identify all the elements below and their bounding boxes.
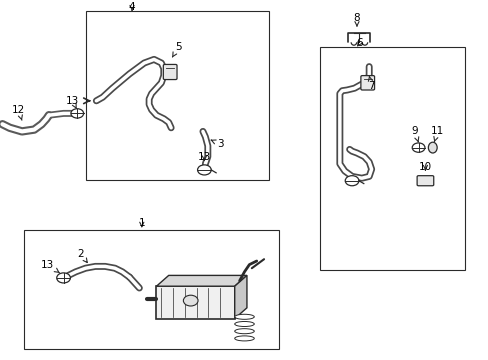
Text: 11: 11 bbox=[430, 126, 444, 142]
Ellipse shape bbox=[234, 336, 254, 341]
Text: 13: 13 bbox=[65, 96, 79, 109]
Text: 4: 4 bbox=[128, 2, 135, 12]
Circle shape bbox=[345, 176, 358, 186]
Circle shape bbox=[183, 295, 198, 306]
Circle shape bbox=[411, 143, 424, 152]
Text: 5: 5 bbox=[172, 42, 182, 57]
Text: 9: 9 bbox=[410, 126, 418, 142]
Ellipse shape bbox=[427, 142, 436, 153]
Bar bbox=[320, 47, 464, 270]
Text: 1: 1 bbox=[138, 218, 145, 228]
Text: 7: 7 bbox=[367, 76, 374, 91]
Text: 3: 3 bbox=[211, 139, 223, 149]
Text: 12: 12 bbox=[12, 105, 25, 120]
Polygon shape bbox=[156, 275, 246, 286]
Text: 10: 10 bbox=[418, 162, 431, 172]
Text: 2: 2 bbox=[77, 249, 87, 262]
Polygon shape bbox=[234, 275, 246, 319]
Text: 6: 6 bbox=[355, 38, 362, 48]
Circle shape bbox=[197, 165, 211, 175]
Text: 13: 13 bbox=[41, 260, 60, 273]
Text: 13: 13 bbox=[197, 152, 211, 162]
Circle shape bbox=[57, 273, 70, 283]
FancyBboxPatch shape bbox=[360, 76, 374, 90]
Circle shape bbox=[71, 109, 83, 118]
Bar bbox=[24, 230, 278, 349]
Ellipse shape bbox=[234, 329, 254, 334]
Bar bbox=[85, 11, 268, 180]
FancyBboxPatch shape bbox=[163, 64, 177, 80]
Ellipse shape bbox=[234, 314, 254, 319]
Text: 8: 8 bbox=[353, 13, 360, 26]
Ellipse shape bbox=[234, 321, 254, 327]
Bar bbox=[156, 286, 234, 319]
FancyBboxPatch shape bbox=[416, 176, 433, 186]
